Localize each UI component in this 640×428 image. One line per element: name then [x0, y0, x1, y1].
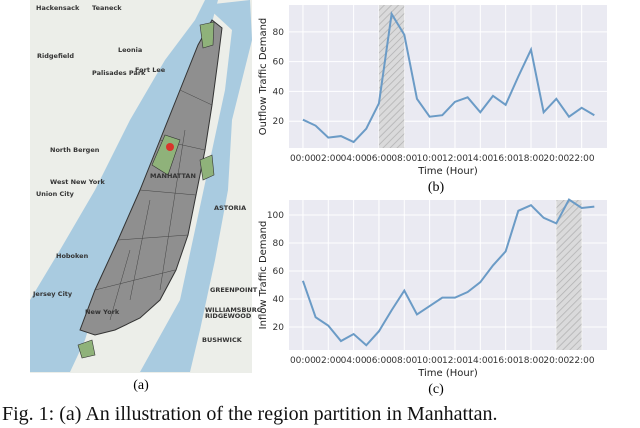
- manhattan: [79, 19, 223, 336]
- plot-area: [289, 200, 607, 350]
- x-tick-label: 06:00: [366, 356, 392, 366]
- panel-label: (b): [428, 180, 445, 195]
- map-label: Ridgefield: [37, 52, 74, 60]
- river: [30, 0, 218, 372]
- plot-area: [289, 5, 607, 148]
- data-line: [301, 198, 595, 347]
- map-label: WILLIAMSBURG: [205, 306, 262, 314]
- map-label: West New York: [50, 178, 105, 186]
- map-label: New York: [85, 308, 120, 316]
- park: [199, 154, 215, 181]
- map-label: ASTORIA: [214, 204, 246, 212]
- x-tick-label: 08:00: [391, 356, 417, 366]
- y-tick-label: 40: [273, 295, 285, 305]
- map-label: Leonia: [118, 46, 142, 54]
- x-tick-label: 10:00: [417, 356, 443, 366]
- x-tick-label: 20:00: [543, 154, 569, 164]
- x-tick-label: 18:00: [518, 154, 544, 164]
- location-pin: [166, 143, 174, 151]
- map-label: Hoboken: [56, 252, 89, 260]
- x-tick-label: 08:00: [391, 154, 417, 164]
- map-label: Hackensack: [36, 4, 80, 12]
- x-tick-label: 22:00: [569, 356, 595, 366]
- x-axis-label: Time (Hour): [417, 166, 478, 177]
- map-label: North Bergen: [50, 146, 100, 154]
- y-tick-label: 60: [273, 58, 285, 68]
- x-tick-label: 22:00: [569, 154, 595, 164]
- map-label: Teaneck: [92, 4, 122, 12]
- map-label: MANHATTAN: [150, 172, 196, 180]
- x-tick-label: 04:00: [341, 356, 367, 366]
- x-tick-label: 16:00: [493, 154, 519, 164]
- x-tick-label: 02:00: [315, 356, 341, 366]
- y-tick-label: 20: [273, 117, 285, 127]
- y-axis-label: Inflow Traffic Demand: [258, 221, 269, 330]
- x-tick-label: 18:00: [518, 356, 544, 366]
- x-tick-label: 16:00: [493, 356, 519, 366]
- map-label: GREENPOINT: [210, 286, 258, 294]
- data-line: [302, 11, 595, 144]
- x-tick-label: 00:00: [290, 154, 316, 164]
- caption: Fig. 1: (a) An illustration of the regio…: [2, 403, 497, 425]
- x-tick-label: 12:00: [442, 154, 468, 164]
- x-tick-label: 14:00: [467, 154, 493, 164]
- highlight: [556, 200, 582, 350]
- map-label: BUSHWICK: [202, 336, 243, 344]
- map: Hackensack Teaneck Leonia Ridgefield Fort Le…: [30, 0, 262, 373]
- river: [140, 0, 252, 372]
- y-axis-label: Outflow Traffic Demand: [258, 18, 269, 136]
- panel-label: (a): [133, 378, 149, 393]
- x-tick-label: 02:00: [315, 154, 341, 164]
- x-tick-label: 00:00: [290, 356, 316, 366]
- y-tick-label: 80: [273, 239, 285, 249]
- y-tick-label: 40: [273, 87, 285, 97]
- map-label: Fort Lee: [135, 66, 166, 74]
- park: [77, 339, 96, 359]
- x-tick-label: 04:00: [341, 154, 367, 164]
- park: [199, 21, 215, 49]
- map-label: Palisades Park: [92, 69, 146, 77]
- y-tick-label: 20: [273, 323, 285, 333]
- region-lines: [94, 89, 213, 321]
- panel-label: (c): [428, 382, 444, 397]
- x-axis-label: Time (Hour): [417, 368, 478, 379]
- map-label: RIDGEWOOD: [205, 312, 252, 320]
- y-tick-label: 80: [273, 28, 285, 38]
- x-tick-label: 12:00: [442, 356, 468, 366]
- map-label: Jersey City: [32, 290, 73, 298]
- y-tick-label: 60: [273, 267, 285, 277]
- x-tick-label: 10:00: [417, 154, 443, 164]
- map-label: Union City: [36, 190, 75, 198]
- x-tick-label: 20:00: [543, 356, 569, 366]
- y-tick-label: 100: [267, 211, 284, 221]
- x-tick-label: 14:00: [467, 356, 493, 366]
- x-tick-label: 06:00: [366, 154, 392, 164]
